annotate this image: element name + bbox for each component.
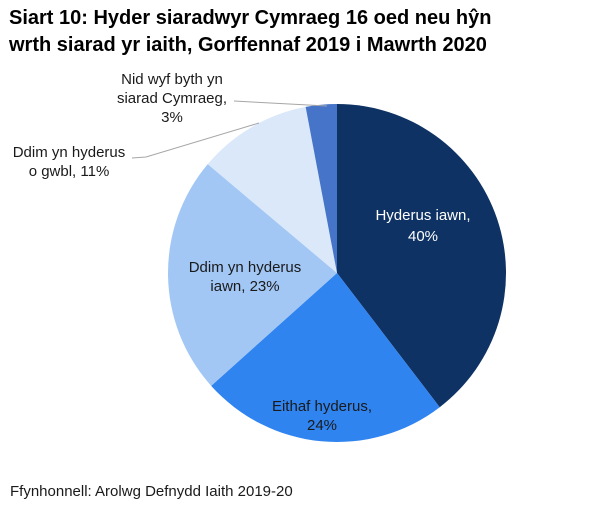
pie-label-line: Nid wyf byth yn: [121, 71, 223, 88]
pie-label-line: Hyderus iawn,: [375, 207, 470, 224]
pie-label-line: Ddim yn hyderus: [13, 144, 126, 161]
pie-slice-eithaf-hyderus: [211, 273, 440, 443]
chart-title: Siart 10: Hyder siaradwyr Cymraeg 16 oed…: [9, 5, 601, 59]
pie-slice-hyderus-iawn: [337, 103, 507, 408]
pie-label-line: 24%: [307, 417, 337, 434]
pie-label-line: siarad Cymraeg,: [117, 90, 227, 107]
pie-label-line: 3%: [161, 109, 183, 126]
pie-label-nid-wyf-byth-yn-siarad-cymraeg: Nid wyf byth yn siarad Cymraeg, 3%: [117, 71, 227, 126]
pie-label-line: 40%: [408, 228, 438, 245]
pie-label-line: Ddim yn hyderus: [189, 259, 302, 276]
pie-label-eithaf-hyderus: Eithaf hyderus, 24%: [272, 398, 372, 434]
pie-label-ddim-yn-hyderus-o-gwbl: Ddim yn hyderus o gwbl, 11%: [13, 144, 126, 180]
pie-label-line: o gwbl, 11%: [29, 163, 110, 180]
pie-label-line: Eithaf hyderus,: [272, 398, 372, 415]
pie-label-ddim-yn-hyderus-iawn: Ddim yn hyderus iawn, 23%: [189, 259, 302, 295]
pie-label-hyderus-iawn: Hyderus iawn, 40%: [375, 207, 470, 245]
chart-title-line2: wrth siarad yr iaith, Gorffennaf 2019 i …: [9, 34, 487, 56]
leader-line-nid-wyf-byth-yn-siarad-cymraeg: [233, 100, 328, 107]
pie-label-line: iawn, 23%: [210, 278, 279, 295]
chart-title-line1: Siart 10: Hyder siaradwyr Cymraeg 16 oed…: [9, 7, 492, 29]
pie-slice-ddim-yn-hyderus-iawn: [168, 164, 337, 386]
leader-line-ddim-yn-hyderus-o-gwbl: [131, 122, 260, 159]
pie-slice-nid-wyf-byth-yn-siarad-cymraeg: [305, 104, 337, 273]
source-note: Ffynhonnell: Arolwg Defnydd Iaith 2019-2…: [10, 483, 293, 500]
pie-slice-ddim-yn-hyderus-o-gwbl: [207, 106, 337, 274]
